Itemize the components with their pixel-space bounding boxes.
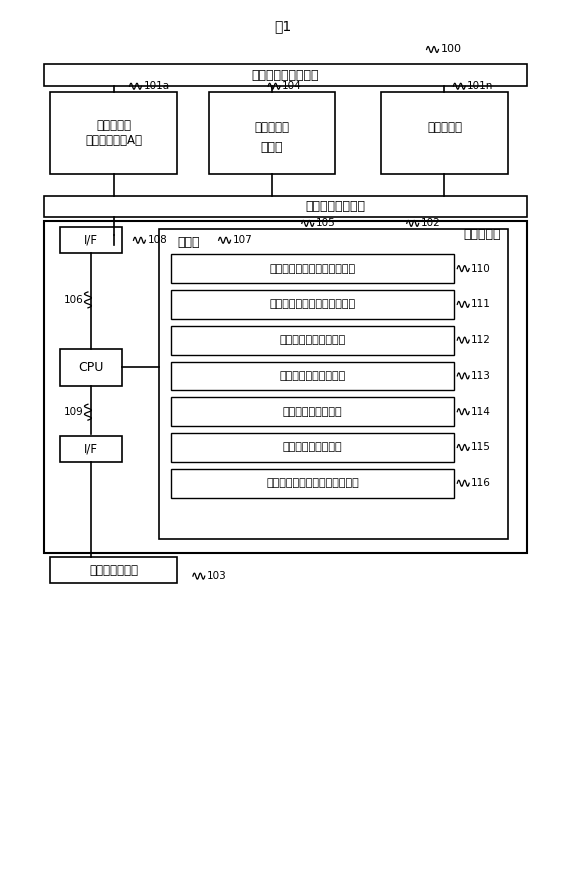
Bar	[60, 348, 121, 386]
Bar	[171, 325, 454, 355]
Text: 複製計画プログラム: 複製計画プログラム	[283, 407, 342, 416]
Text: 図1: 図1	[274, 19, 291, 34]
Text: 104: 104	[282, 81, 302, 91]
Bar	[171, 254, 454, 283]
Text: 109: 109	[64, 407, 84, 417]
Text: メモリ: メモリ	[177, 235, 200, 249]
Text: 107: 107	[232, 235, 252, 245]
Text: ストレージ構成管理テーブル: ストレージ構成管理テーブル	[270, 264, 356, 273]
Text: I/F: I/F	[84, 443, 98, 455]
Text: 116: 116	[471, 478, 491, 489]
Text: 複製先決定プログラム: 複製先決定プログラム	[280, 371, 346, 381]
Bar	[209, 93, 336, 174]
Text: ストレージ: ストレージ	[96, 118, 131, 131]
Text: 容量調整・複製計画プログラム: 容量調整・複製計画プログラム	[266, 478, 359, 489]
Text: 112: 112	[471, 335, 491, 345]
Bar	[50, 93, 177, 174]
Bar	[171, 362, 454, 391]
Text: （ストレージA）: （ストレージA）	[85, 134, 142, 147]
Text: ・・・: ・・・	[261, 141, 284, 154]
Text: ストレージ: ストレージ	[427, 122, 462, 134]
Text: 115: 115	[471, 443, 491, 452]
Text: 111: 111	[471, 299, 491, 310]
Bar	[171, 397, 454, 426]
Text: データネットワーク: データネットワーク	[252, 69, 319, 82]
Bar	[159, 229, 508, 540]
Text: 複製制御プログラム: 複製制御プログラム	[283, 443, 342, 452]
Bar	[171, 433, 454, 462]
Bar	[171, 290, 454, 318]
Text: 108: 108	[147, 235, 167, 245]
Text: 110: 110	[471, 264, 491, 273]
Bar	[50, 557, 177, 583]
Bar	[60, 228, 121, 253]
Bar	[171, 469, 454, 497]
Text: 管理サーバ: 管理サーバ	[463, 228, 501, 241]
Text: データ保護重み管理テーブル: データ保護重み管理テーブル	[270, 299, 356, 310]
Text: 100: 100	[441, 44, 462, 55]
Text: 114: 114	[471, 407, 491, 416]
Text: I/F: I/F	[84, 234, 98, 247]
Bar	[44, 64, 527, 86]
Bar	[381, 93, 508, 174]
Text: 113: 113	[471, 371, 491, 381]
Text: 複製構成管理テーブル: 複製構成管理テーブル	[280, 335, 346, 345]
Text: 管理ネットワーク: 管理ネットワーク	[305, 200, 365, 213]
Text: CPU: CPU	[78, 361, 104, 374]
Bar	[44, 196, 527, 218]
Text: 102: 102	[421, 219, 441, 228]
Text: 101a: 101a	[143, 81, 170, 91]
Text: 106: 106	[64, 295, 84, 305]
Text: 管理コンソール: 管理コンソール	[89, 564, 138, 577]
Bar	[60, 436, 121, 462]
Text: 103: 103	[207, 572, 226, 581]
Bar	[44, 221, 527, 553]
Text: 101n: 101n	[467, 81, 493, 91]
Text: 105: 105	[316, 219, 336, 228]
Text: ストレージ: ストレージ	[255, 122, 290, 134]
